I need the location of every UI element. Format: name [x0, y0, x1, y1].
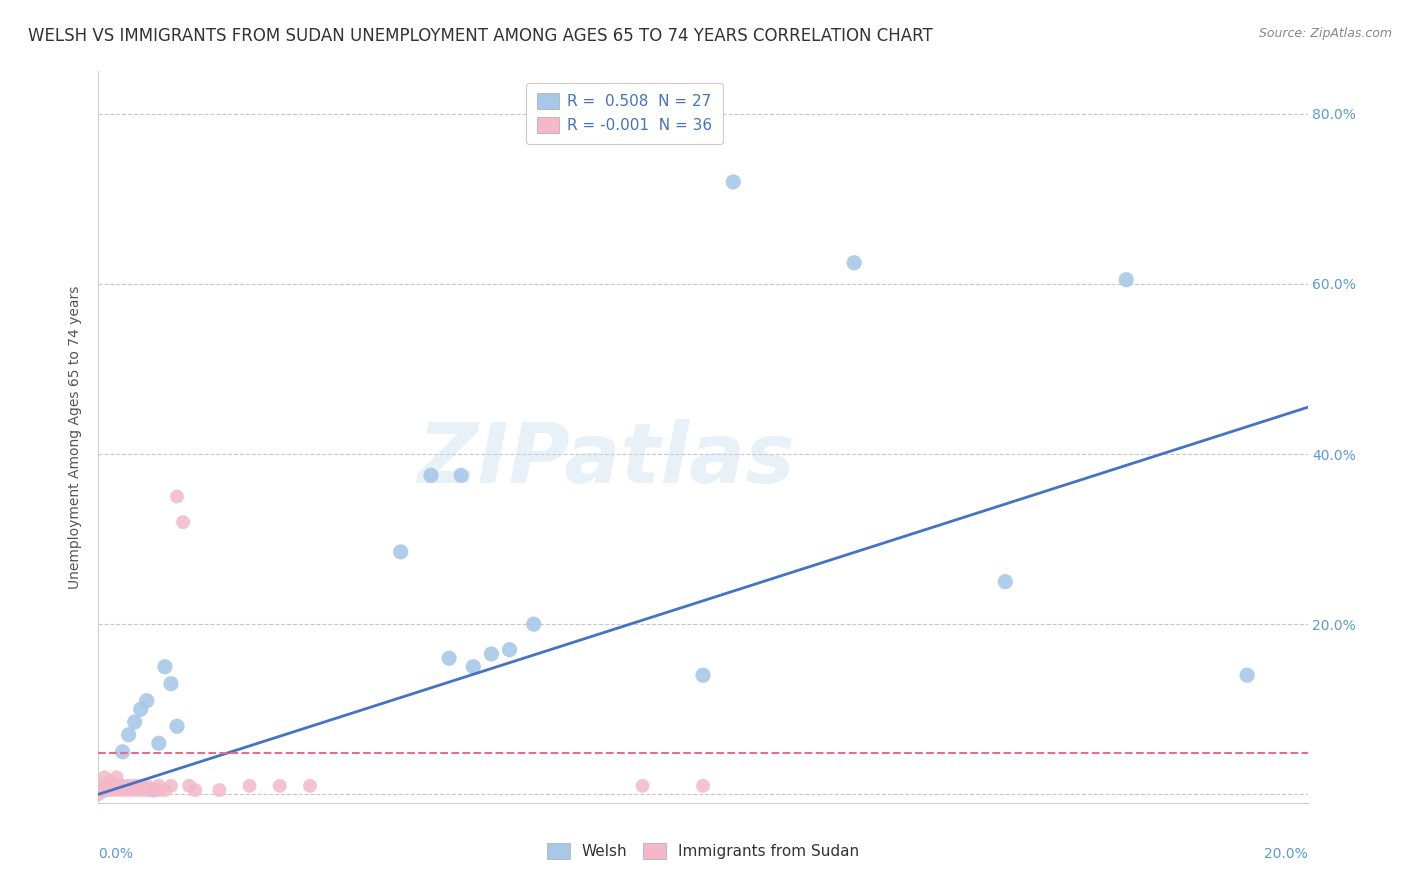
Point	[148, 783, 170, 797]
Point	[420, 468, 443, 483]
Point	[1236, 668, 1258, 682]
Point	[148, 736, 170, 750]
Point	[166, 719, 188, 733]
Point	[118, 779, 141, 793]
Point	[299, 779, 322, 793]
Point	[994, 574, 1017, 589]
Point	[1115, 273, 1137, 287]
Point	[498, 642, 520, 657]
Text: Source: ZipAtlas.com: Source: ZipAtlas.com	[1258, 27, 1392, 40]
Point	[100, 774, 122, 789]
Point	[153, 659, 176, 673]
Point	[142, 783, 165, 797]
Point	[111, 779, 134, 793]
Point	[124, 783, 146, 797]
Text: WELSH VS IMMIGRANTS FROM SUDAN UNEMPLOYMENT AMONG AGES 65 TO 74 YEARS CORRELATIO: WELSH VS IMMIGRANTS FROM SUDAN UNEMPLOYM…	[28, 27, 932, 45]
Point	[129, 779, 152, 793]
Point	[135, 783, 157, 797]
Point	[93, 779, 115, 793]
Point	[100, 779, 122, 793]
Point	[184, 783, 207, 797]
Point	[631, 779, 654, 793]
Point	[179, 779, 201, 793]
Text: 20.0%: 20.0%	[1264, 847, 1308, 861]
Point	[160, 677, 183, 691]
Point	[129, 702, 152, 716]
Point	[93, 770, 115, 784]
Point	[692, 779, 714, 793]
Point	[481, 647, 503, 661]
Point	[105, 779, 128, 793]
Point	[723, 175, 745, 189]
Point	[463, 659, 485, 673]
Point	[129, 783, 152, 797]
Point	[124, 779, 146, 793]
Point	[135, 779, 157, 793]
Point	[105, 783, 128, 797]
Point	[135, 694, 157, 708]
Point	[142, 783, 165, 797]
Point	[523, 617, 546, 632]
Point	[450, 468, 472, 483]
Point	[239, 779, 262, 793]
Point	[844, 256, 866, 270]
Point	[87, 787, 110, 801]
Point	[269, 779, 291, 793]
Point	[100, 780, 122, 795]
Point	[172, 515, 194, 529]
Point	[105, 779, 128, 793]
Point	[87, 783, 110, 797]
Point	[437, 651, 460, 665]
Point	[153, 783, 176, 797]
Point	[111, 745, 134, 759]
Point	[100, 783, 122, 797]
Point	[166, 490, 188, 504]
Point	[93, 783, 115, 797]
Text: 0.0%: 0.0%	[98, 847, 134, 861]
Point	[118, 783, 141, 797]
Point	[105, 770, 128, 784]
Point	[389, 545, 412, 559]
Point	[93, 783, 115, 797]
Legend: Welsh, Immigrants from Sudan: Welsh, Immigrants from Sudan	[537, 834, 869, 868]
Point	[208, 783, 231, 797]
Text: ZIPatlas: ZIPatlas	[418, 418, 796, 500]
Point	[124, 714, 146, 729]
Point	[118, 728, 141, 742]
Point	[160, 779, 183, 793]
Point	[148, 779, 170, 793]
Y-axis label: Unemployment Among Ages 65 to 74 years: Unemployment Among Ages 65 to 74 years	[69, 285, 83, 589]
Point	[692, 668, 714, 682]
Point	[111, 783, 134, 797]
